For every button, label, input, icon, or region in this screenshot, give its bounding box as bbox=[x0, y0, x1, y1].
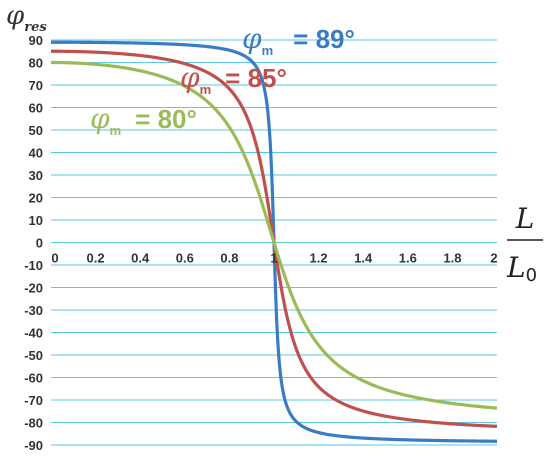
y-tick-label-90: 90 bbox=[29, 33, 43, 48]
x-axis-label: L L0 bbox=[506, 202, 543, 286]
y-tick-label--60: -60 bbox=[24, 371, 43, 386]
x-tick-label-1.2: 1.2 bbox=[310, 251, 328, 266]
series-label-89: φm = 89° bbox=[242, 22, 355, 58]
x-axis-label-denominator: L0 bbox=[506, 251, 537, 286]
y-tick-label--30: -30 bbox=[24, 303, 43, 318]
x-tick-label-0: 0 bbox=[51, 251, 58, 266]
x-tick-label-0.2: 0.2 bbox=[87, 251, 105, 266]
y-tick-label-70: 70 bbox=[29, 78, 43, 93]
x-tick-labels: 0 0.2 0.4 0.6 0.8 1 1.2 1.4 1.6 1.8 2 bbox=[51, 251, 497, 266]
y-tick-label--50: -50 bbox=[24, 348, 43, 363]
y-tick-label--70: -70 bbox=[24, 393, 43, 408]
y-tick-label-20: 20 bbox=[29, 191, 43, 206]
x-axis-label-numerator: L bbox=[515, 202, 535, 235]
series-label-85: φm = 85° bbox=[180, 61, 287, 97]
y-tick-label-40: 40 bbox=[29, 146, 43, 161]
y-tick-label-10: 10 bbox=[29, 213, 43, 228]
x-tick-label-0.4: 0.4 bbox=[131, 251, 150, 266]
y-tick-label-30: 30 bbox=[29, 168, 43, 183]
series-label-80: φm = 80° bbox=[90, 102, 197, 138]
x-tick-label-2: 2 bbox=[490, 251, 497, 266]
y-tick-label--10: -10 bbox=[24, 258, 43, 273]
y-tick-label-80: 80 bbox=[29, 56, 43, 71]
y-tick-label--80: -80 bbox=[24, 416, 43, 431]
y-tick-label--90: -90 bbox=[24, 438, 43, 453]
series-line-80 bbox=[50, 60, 498, 410]
y-tick-labels: 90 80 70 60 50 40 30 20 10 0 -10 -20 -30 -40 -50 -60 -70… bbox=[24, 33, 43, 453]
x-tick-label-1: 1 bbox=[270, 251, 277, 266]
series-lines bbox=[50, 40, 498, 443]
x-tick-label-1.4: 1.4 bbox=[354, 251, 373, 266]
y-tick-label--20: -20 bbox=[24, 281, 43, 296]
x-tick-label-0.8: 0.8 bbox=[220, 251, 238, 266]
x-tick-label-1.6: 1.6 bbox=[399, 251, 417, 266]
x-tick-label-0.6: 0.6 bbox=[176, 251, 194, 266]
y-axis-label: φres bbox=[6, 1, 47, 35]
x-tick-label-1.8: 1.8 bbox=[443, 251, 461, 266]
y-tick-label-50: 50 bbox=[29, 123, 43, 138]
y-tick-label-0: 0 bbox=[36, 236, 43, 251]
y-tick-label--40: -40 bbox=[24, 326, 43, 341]
y-tick-label-60: 60 bbox=[29, 101, 43, 116]
grid-lines bbox=[51, 39, 497, 446]
